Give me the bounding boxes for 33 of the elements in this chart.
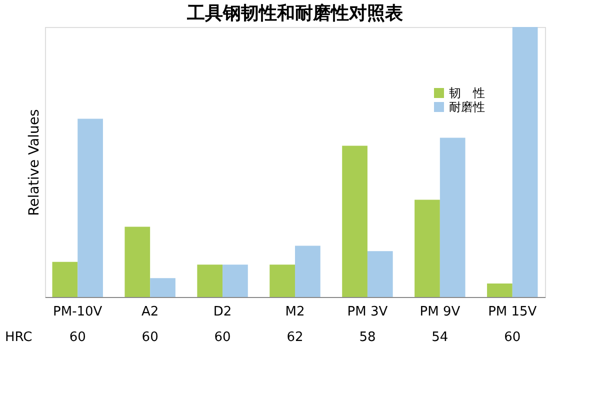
text: 60 xyxy=(69,330,86,345)
bar xyxy=(342,146,368,297)
text: 58 xyxy=(359,330,376,345)
x-tick-label: PM 15V xyxy=(488,304,537,320)
bar xyxy=(440,138,466,297)
legend-label: 耐磨性 xyxy=(449,100,485,114)
bar xyxy=(367,251,393,297)
x-tick-label: PM 3V xyxy=(347,304,388,320)
x-tick-label: PM 9V xyxy=(420,304,460,320)
x-tick-label: A2 xyxy=(141,304,159,320)
chart-title: 工具钢韧性和耐磨性对照表 xyxy=(186,3,403,24)
text: 60 xyxy=(142,330,158,345)
text: 62 xyxy=(286,330,304,345)
bar xyxy=(150,278,176,297)
y-axis-title: Relative Values xyxy=(26,109,42,216)
bar xyxy=(52,262,78,297)
text: 60 xyxy=(504,330,521,345)
text: HRC xyxy=(5,330,32,345)
bar xyxy=(270,264,295,297)
bar xyxy=(78,118,103,297)
text: 60 xyxy=(214,330,231,345)
bar xyxy=(512,27,538,297)
x-tick-label: PM-10V xyxy=(53,304,102,320)
bar xyxy=(197,264,223,297)
bar xyxy=(414,200,440,297)
bar xyxy=(222,264,248,297)
x-tick-label: M2 xyxy=(285,304,305,320)
bar xyxy=(487,284,512,297)
bar xyxy=(124,226,150,297)
legend-label: 韧 性 xyxy=(449,86,485,100)
text: 54 xyxy=(432,330,448,345)
x-tick-label: D2 xyxy=(213,304,232,320)
bar xyxy=(295,246,320,297)
